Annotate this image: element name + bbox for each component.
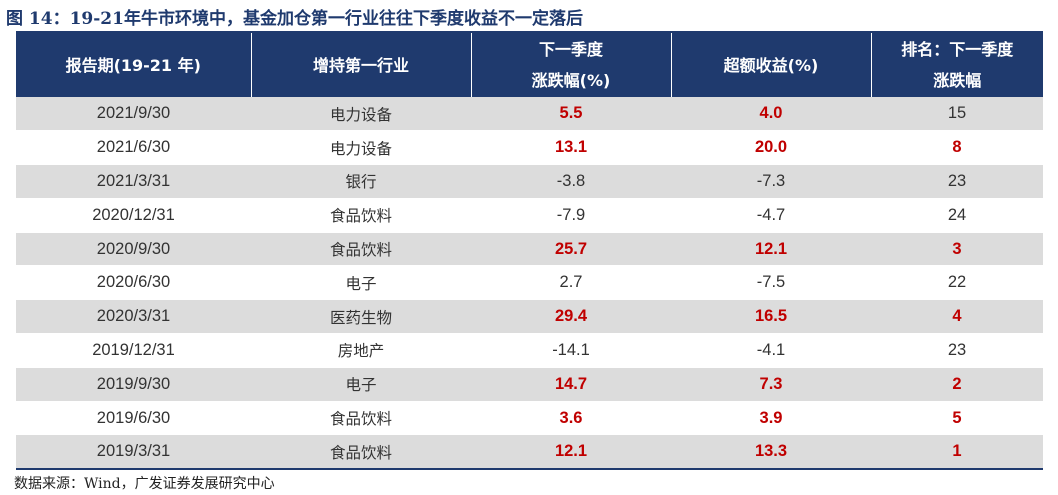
cell-industry: 电力设备 — [251, 130, 471, 166]
cell-industry: 食品饮料 — [251, 232, 471, 267]
cell-rank: 5 — [871, 401, 1043, 436]
cell-excess-return: 3.9 — [671, 401, 871, 436]
cell-next-quarter-change: 14.7 — [471, 367, 671, 402]
cell-rank: 22 — [871, 265, 1043, 301]
cell-period: 2019/3/31 — [16, 434, 251, 470]
cell-rank: 23 — [871, 333, 1043, 368]
cell-period: 2021/3/31 — [16, 164, 251, 199]
cell-next-quarter-change: 3.6 — [471, 401, 671, 436]
cell-next-quarter-change: -3.8 — [471, 164, 671, 199]
header-excess-return: 超额收益(%) — [671, 33, 872, 97]
cell-next-quarter-change: 29.4 — [471, 299, 671, 335]
cell-period: 2020/9/30 — [16, 232, 251, 267]
cell-excess-return: -4.7 — [671, 198, 871, 233]
cell-excess-return: 20.0 — [671, 130, 871, 166]
cell-next-quarter-change: 12.1 — [471, 434, 671, 470]
cell-period: 2019/9/30 — [16, 367, 251, 402]
cell-rank: 8 — [871, 130, 1043, 166]
table-row: 2021/6/30 电力设备 13.1 20.0 8 — [16, 130, 1043, 166]
cell-industry: 电力设备 — [251, 97, 471, 132]
header-rank: 排名：下一季度 涨跌幅 — [871, 33, 1043, 97]
table-row: 2020/9/30 食品饮料 25.7 12.1 3 — [16, 232, 1043, 267]
cell-industry: 食品饮料 — [251, 198, 471, 233]
cell-excess-return: 13.3 — [671, 434, 871, 470]
table-row: 2021/3/31 银行 -3.8 -7.3 23 — [16, 164, 1043, 199]
cell-period: 2020/6/30 — [16, 265, 251, 301]
cell-industry: 食品饮料 — [251, 401, 471, 436]
table-body: 2021/9/30 电力设备 5.5 4.0 15 2021/6/30 电力设备 13.1 20… — [16, 97, 1043, 470]
cell-excess-return: 4.0 — [671, 97, 871, 132]
header-period: 报告期(19-21 年) — [16, 33, 252, 97]
cell-industry: 电子 — [251, 265, 471, 301]
cell-excess-return: -7.3 — [671, 164, 871, 199]
cell-period: 2019/12/31 — [16, 333, 251, 368]
cell-period: 2020/12/31 — [16, 198, 251, 233]
cell-rank: 24 — [871, 198, 1043, 233]
cell-period: 2021/9/30 — [16, 97, 251, 132]
cell-industry: 银行 — [251, 164, 471, 199]
cell-rank: 15 — [871, 97, 1043, 132]
header-excess-line1: 超额收益(%) — [723, 55, 819, 75]
data-table-container: 报告期(19-21 年) 增持第一行业 下一季度 涨跌幅(%) 超额收益(%) … — [16, 31, 1043, 470]
cell-next-quarter-change: -7.9 — [471, 198, 671, 233]
cell-industry: 食品饮料 — [251, 434, 471, 470]
fund-industry-table: 报告期(19-21 年) 增持第一行业 下一季度 涨跌幅(%) 超额收益(%) … — [16, 33, 1043, 470]
table-header-row: 报告期(19-21 年) 增持第一行业 下一季度 涨跌幅(%) 超额收益(%) … — [16, 33, 1043, 97]
cell-rank: 3 — [871, 232, 1043, 267]
cell-excess-return: 16.5 — [671, 299, 871, 335]
table-row: 2020/12/31 食品饮料 -7.9 -4.7 24 — [16, 198, 1043, 233]
cell-rank: 4 — [871, 299, 1043, 335]
header-change-line2: 涨跌幅(%) — [531, 71, 611, 90]
table-row: 2020/3/31 医药生物 29.4 16.5 4 — [16, 299, 1043, 335]
cell-next-quarter-change: 2.7 — [471, 265, 671, 301]
cell-period: 2020/3/31 — [16, 299, 251, 335]
cell-excess-return: -4.1 — [671, 333, 871, 368]
cell-industry: 房地产 — [251, 333, 471, 368]
cell-excess-return: 12.1 — [671, 232, 871, 267]
cell-excess-return: 7.3 — [671, 367, 871, 402]
cell-next-quarter-change: 5.5 — [471, 97, 671, 132]
cell-next-quarter-change: 13.1 — [471, 130, 671, 166]
cell-rank: 2 — [871, 367, 1043, 402]
header-change-line1: 下一季度 — [538, 40, 603, 59]
header-rank-line2: 涨跌幅 — [933, 71, 982, 90]
cell-rank: 23 — [871, 164, 1043, 199]
table-row: 2019/12/31 房地产 -14.1 -4.1 23 — [16, 333, 1043, 368]
cell-next-quarter-change: 25.7 — [471, 232, 671, 267]
cell-rank: 1 — [871, 434, 1043, 470]
header-rank-line1: 排名：下一季度 — [901, 40, 1014, 59]
cell-next-quarter-change: -14.1 — [471, 333, 671, 368]
source-note: 数据来源：Wind，广发证券发展研究中心 — [14, 476, 275, 492]
cell-period: 2019/6/30 — [16, 401, 251, 436]
figure-title: 图 14：19-21年牛市环境中，基金加仓第一行业往往下季度收益不一定落后 — [6, 9, 583, 29]
header-industry: 增持第一行业 — [251, 33, 472, 97]
table-row: 2020/6/30 电子 2.7 -7.5 22 — [16, 265, 1043, 301]
table-row: 2019/9/30 电子 14.7 7.3 2 — [16, 367, 1043, 402]
header-industry-line1: 增持第一行业 — [312, 55, 409, 75]
table-top-rule — [16, 31, 1043, 33]
cell-excess-return: -7.5 — [671, 265, 871, 301]
cell-industry: 医药生物 — [251, 299, 471, 335]
header-next-quarter-change: 下一季度 涨跌幅(%) — [471, 33, 672, 97]
header-period-line1: 报告期(19-21 年) — [65, 55, 201, 75]
cell-industry: 电子 — [251, 367, 471, 402]
table-row: 2019/6/30 食品饮料 3.6 3.9 5 — [16, 401, 1043, 436]
cell-period: 2021/6/30 — [16, 130, 251, 166]
table-row: 2019/3/31 食品饮料 12.1 13.3 1 — [16, 434, 1043, 470]
table-row: 2021/9/30 电力设备 5.5 4.0 15 — [16, 97, 1043, 132]
